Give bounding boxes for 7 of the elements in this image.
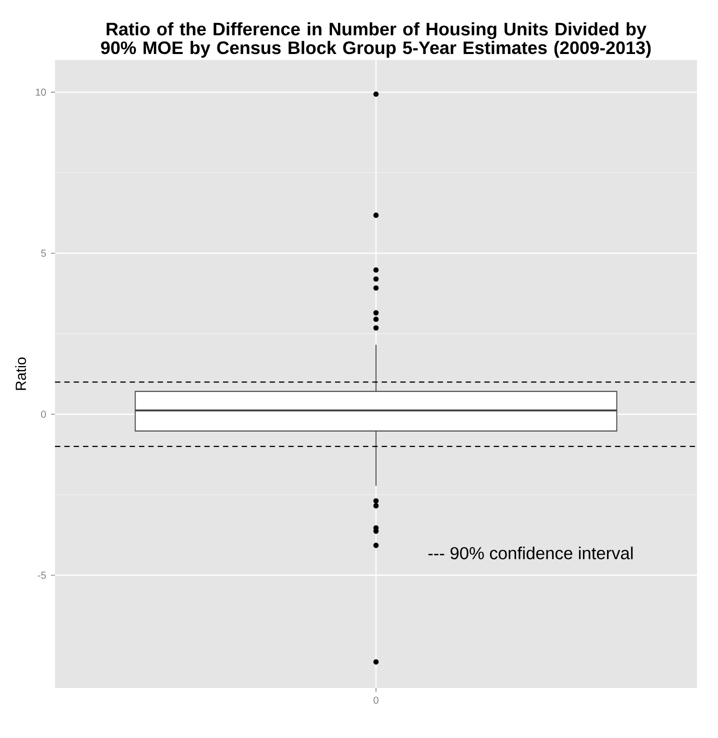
y-tick-label: -5 xyxy=(38,572,46,579)
y-tick-label: 10 xyxy=(36,88,46,96)
annotation: --- 90% confidence interval xyxy=(428,546,633,560)
chart-title: Ratio of the Difference in Number of Housing Units Divided by 90% MOE by Census Block Group 5-Year Estimates (2009-2013) xyxy=(101,22,651,58)
y-tick-label: 5 xyxy=(41,250,46,257)
y-tick-label: 0 xyxy=(41,410,46,418)
y-axis-title: Ratio xyxy=(15,358,26,390)
